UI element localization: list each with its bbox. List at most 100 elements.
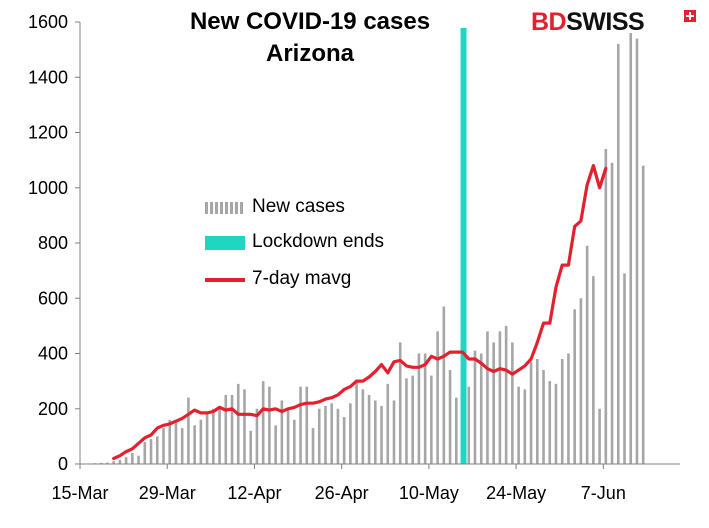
bar-new-cases [137,455,140,464]
bar-new-cases [162,428,165,464]
bar-new-cases [174,422,178,464]
bar-new-cases [124,457,128,464]
legend-label-mavg: 7-day mavg [252,268,352,289]
bar-new-cases [423,353,427,464]
bar-new-cases [361,389,365,464]
bar-new-cases [567,353,570,464]
bar-new-cases [392,400,396,464]
bar-new-cases [511,342,514,464]
swiss-cross-icon [684,10,696,22]
x-tick-label: 12-Apr [227,483,281,503]
bar-new-cases [374,400,377,464]
bar-new-cases [529,361,533,464]
bar-new-cases [324,405,327,464]
y-tick-label: 1600 [28,12,68,32]
bar-new-cases [398,342,402,464]
x-tick-label: 26-Apr [315,483,369,503]
bar-new-cases [504,325,508,464]
legend-swatch-lockdown [205,236,245,250]
bar-new-cases [168,419,172,464]
bar-new-cases [592,276,595,464]
bar-new-cases [99,462,103,464]
bar-new-cases [610,162,614,464]
line-7-day-mavg [112,164,608,461]
bar-new-cases [517,386,520,464]
bar-new-cases [492,342,495,464]
bar-new-cases [199,419,203,464]
bar-new-cases [635,38,639,464]
y-tick-label: 1000 [28,178,68,198]
x-tick-label: 29-Mar [139,483,196,503]
legend-swatch-bars [205,202,245,214]
lockdown-line [460,28,467,464]
bar-new-cases [180,428,184,464]
legend-label-lockdown: Lockdown ends [252,231,385,252]
bar-new-cases [149,439,153,464]
y-tick-label: 800 [38,233,68,253]
bar-new-cases [317,408,321,464]
x-tick-label: 15-Mar [51,483,108,503]
bar-new-cases [255,408,259,464]
bar-new-cases [286,408,290,464]
bar-new-cases [305,386,309,464]
bar-new-cases [448,370,452,464]
bar-new-cases [155,436,159,464]
x-tick-label: 7-Jun [581,483,626,503]
bar-new-cases [143,441,147,464]
bar-new-cases [486,331,489,464]
bar-new-cases [573,309,576,464]
bar-new-cases [236,383,240,464]
bar-new-cases [604,149,608,464]
bar-new-cases [411,375,414,464]
bar-new-cases [336,408,340,464]
chart-subtitle: Arizona [265,40,354,67]
bar-new-cases [430,375,433,464]
bar-new-cases [535,359,539,464]
brand-logo: BDSWISS [531,8,645,37]
bar-new-cases [112,461,115,464]
bar-new-cases [523,389,527,464]
bar-new-cases [230,394,234,464]
bar-new-cases [579,298,583,464]
bar-new-cases [118,459,122,464]
bar-new-cases [455,397,458,464]
bar-new-cases [623,273,626,464]
brand-logo-swiss: SWISS [566,8,645,36]
bar-new-cases [386,383,390,464]
bar-new-cases [442,306,446,464]
bar-new-cases [106,462,109,464]
brand-logo-bd: BD [531,8,567,36]
bar-new-cases [243,389,246,464]
bar-new-cases [479,353,483,464]
bar-new-cases [367,394,371,464]
legend-label-new-cases: New cases [252,196,345,217]
x-tick-label: 10-May [399,483,459,503]
bar-new-cases [548,381,552,464]
bar-new-cases [554,383,558,464]
y-tick-label: 600 [38,288,68,308]
y-tick-label: 200 [38,399,68,419]
bar-new-cases [616,44,620,464]
bar-new-cases [261,381,265,464]
y-tick-label: 0 [58,454,68,474]
bar-new-cases [293,419,296,464]
bar-new-cases [585,245,589,464]
bar-new-cases [355,381,358,464]
bar-new-cases [349,403,352,464]
bar-new-cases [560,359,564,464]
legend-swatch-mavg [205,278,245,282]
bar-new-cases [330,403,333,464]
bar-new-cases [205,414,209,464]
bar-new-cases [274,425,277,464]
bar-new-cases [629,33,633,465]
bar-new-cases [193,425,196,464]
bar-new-cases [498,331,502,464]
bar-new-cases [473,350,477,464]
bar-new-cases [311,428,315,464]
bar-new-cases [187,397,190,464]
bar-new-cases [268,386,271,464]
bar-new-cases [380,405,383,464]
bar-new-cases [280,400,284,464]
